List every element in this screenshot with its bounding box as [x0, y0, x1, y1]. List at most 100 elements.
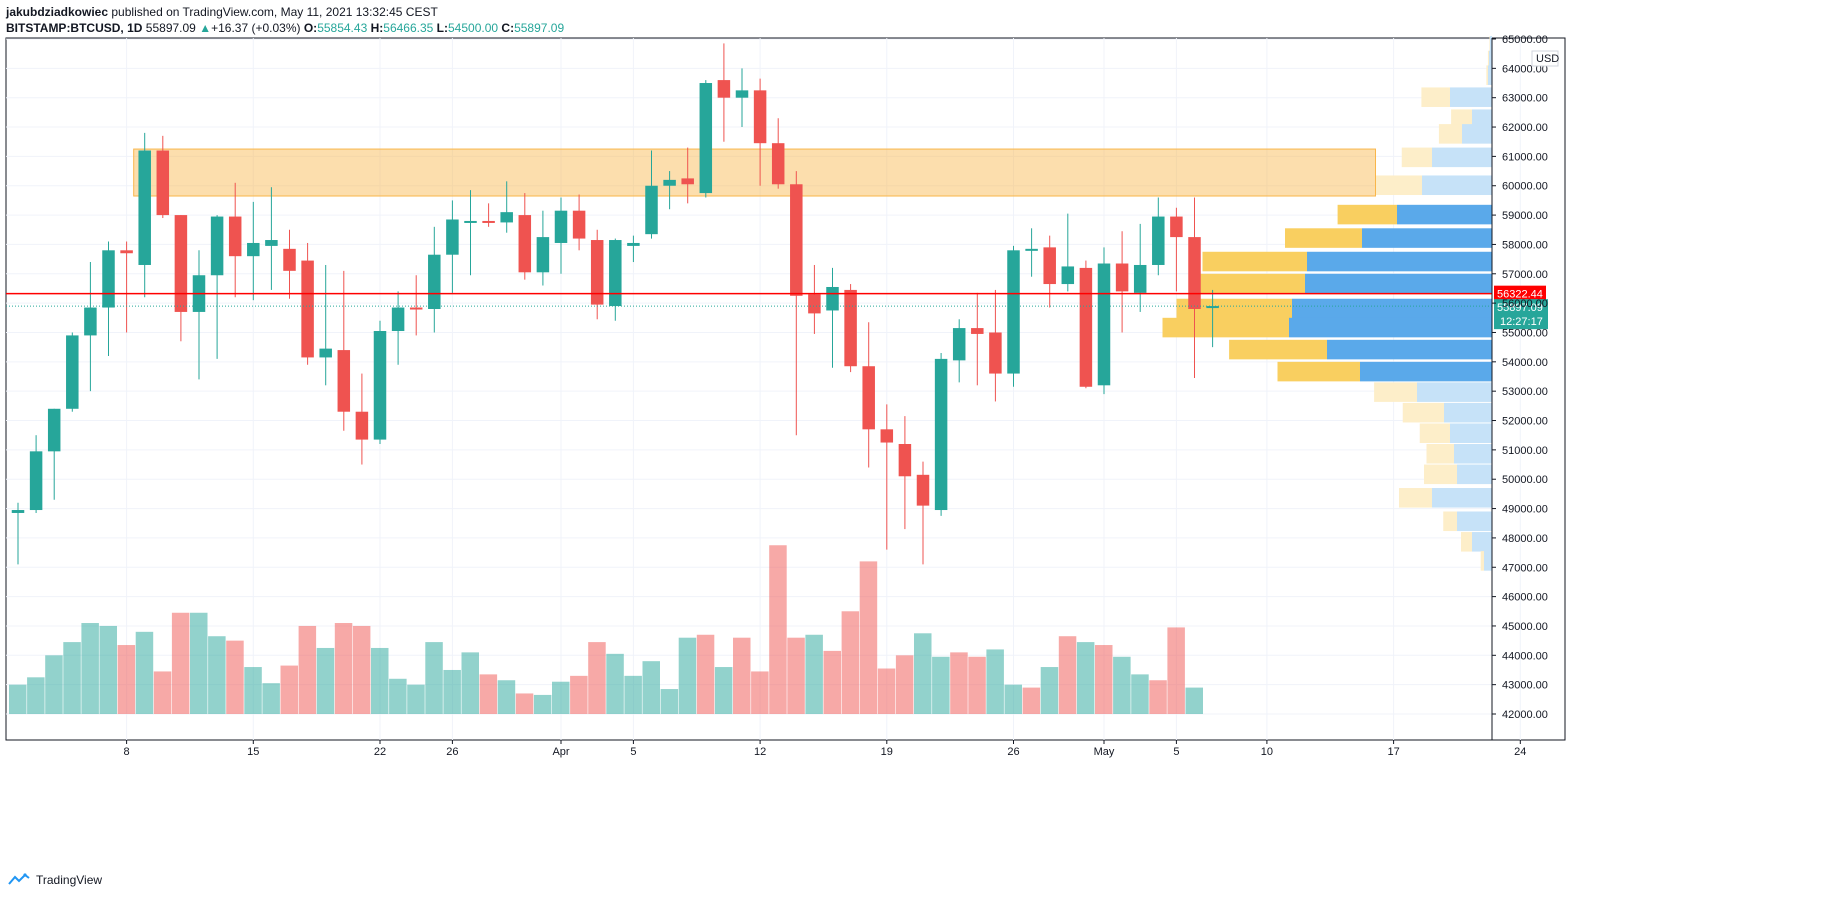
candle[interactable] [138, 132, 151, 298]
vp-row-buy [1484, 551, 1492, 571]
candle[interactable] [29, 435, 43, 513]
candle[interactable] [482, 203, 495, 227]
candle[interactable] [228, 182, 242, 298]
candle-body [84, 307, 97, 336]
candle[interactable] [174, 215, 188, 342]
y-tick-label: 44000.00 [1502, 650, 1548, 662]
candle[interactable] [844, 284, 857, 373]
candle[interactable] [1170, 207, 1183, 292]
candle[interactable] [934, 353, 948, 516]
candle[interactable] [1061, 213, 1075, 292]
candle[interactable] [1152, 197, 1165, 276]
candle[interactable] [1007, 245, 1020, 387]
volume-bar [1149, 680, 1167, 714]
candle[interactable] [717, 43, 731, 142]
candle[interactable] [681, 147, 694, 204]
candle[interactable] [66, 332, 79, 412]
candle[interactable] [989, 289, 1002, 402]
candle[interactable] [826, 267, 839, 368]
symbol-label[interactable]: BITSTAMP:BTCUSD, 1D [6, 21, 143, 35]
candle[interactable] [880, 404, 894, 550]
vp-row-buy [1305, 273, 1492, 294]
candle[interactable] [609, 238, 622, 321]
candle[interactable] [790, 171, 803, 436]
candle[interactable] [916, 461, 930, 565]
candle[interactable] [265, 187, 278, 290]
candle[interactable] [301, 242, 314, 365]
candle[interactable] [952, 319, 966, 383]
volume-bar [45, 655, 63, 714]
candle[interactable] [319, 264, 332, 386]
candle[interactable] [210, 215, 224, 359]
candle[interactable] [337, 270, 351, 431]
candle-body [1206, 306, 1219, 309]
candle-body [989, 332, 1002, 374]
candle[interactable] [627, 235, 640, 263]
volume-bar [1004, 684, 1022, 714]
candle[interactable] [500, 181, 513, 233]
y-tick-label: 62000.00 [1502, 122, 1548, 134]
candle[interactable] [373, 320, 387, 444]
candle[interactable] [47, 408, 61, 500]
candle-body [971, 328, 984, 334]
candle[interactable] [102, 241, 115, 356]
candle[interactable] [554, 197, 568, 274]
candle[interactable] [247, 201, 260, 301]
candle[interactable] [283, 229, 296, 299]
high-value: 56466.35 [383, 21, 434, 35]
y-tick-label: 52000.00 [1502, 416, 1548, 428]
axes[interactable]: 65000.0064000.0063000.0062000.0061000.00… [124, 34, 1560, 758]
candle-body [572, 210, 586, 239]
candle[interactable] [971, 292, 984, 386]
candle[interactable] [536, 210, 550, 286]
resistance-zone[interactable] [133, 148, 1377, 197]
candle[interactable] [391, 291, 405, 365]
candle[interactable] [1025, 228, 1038, 277]
candle[interactable] [572, 194, 586, 251]
candle[interactable] [1097, 247, 1111, 395]
candle[interactable] [1188, 197, 1201, 378]
candle[interactable] [645, 150, 658, 239]
candle[interactable] [1043, 235, 1056, 308]
candle[interactable] [1133, 223, 1147, 312]
currency-label[interactable]: USD [1536, 53, 1559, 65]
candle-body [500, 212, 513, 223]
candle[interactable] [156, 135, 170, 219]
candle[interactable] [735, 68, 749, 128]
candle[interactable] [771, 118, 785, 189]
candle[interactable] [518, 193, 532, 280]
y-tick-label: 50000.00 [1502, 474, 1548, 486]
candle[interactable] [1115, 231, 1129, 333]
candle[interactable] [355, 373, 369, 465]
candle[interactable] [428, 226, 441, 333]
volume-bar [27, 677, 45, 714]
resistance-zone-rect[interactable] [133, 148, 1377, 197]
candle-body [373, 331, 387, 440]
author-name[interactable]: jakubdziadkowiec [6, 5, 109, 19]
candle-body [1133, 264, 1147, 293]
candle[interactable] [1206, 289, 1219, 348]
candle[interactable] [11, 502, 25, 565]
volume-bar [1113, 656, 1131, 714]
candle-body [826, 286, 839, 311]
candle[interactable] [446, 200, 459, 293]
candle[interactable] [84, 262, 97, 392]
candle[interactable] [590, 229, 604, 320]
candle[interactable] [898, 416, 912, 530]
tradingview-footer[interactable]: TradingView [8, 873, 102, 887]
volume-bar [859, 561, 878, 714]
candle[interactable] [464, 190, 477, 276]
candle[interactable] [753, 78, 767, 186]
candle[interactable] [699, 80, 713, 198]
vp-row-sell [1401, 147, 1432, 168]
candle[interactable] [663, 171, 676, 210]
candle[interactable] [1079, 260, 1093, 389]
candles[interactable] [11, 43, 1219, 565]
candle[interactable] [192, 250, 206, 380]
candle[interactable] [808, 264, 821, 334]
candle[interactable] [120, 241, 133, 333]
candle[interactable] [862, 322, 875, 468]
candle[interactable] [409, 275, 423, 336]
